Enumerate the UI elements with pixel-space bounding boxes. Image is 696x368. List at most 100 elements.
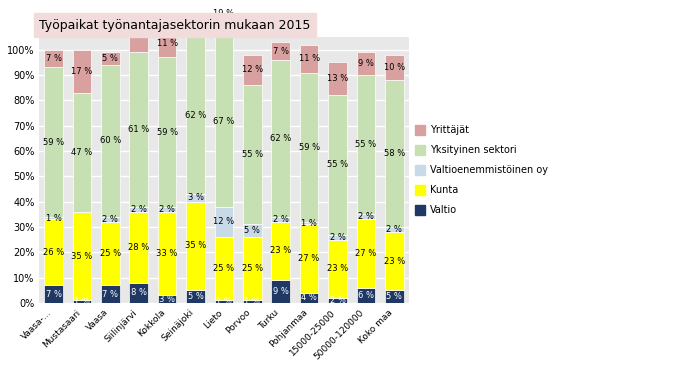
- Text: 60 %: 60 %: [100, 137, 121, 145]
- Text: 5 %: 5 %: [188, 292, 203, 301]
- Bar: [214, 0, 233, 37]
- Bar: [45, 50, 63, 67]
- Bar: [129, 212, 148, 283]
- Bar: [329, 234, 347, 240]
- Bar: [129, 20, 148, 52]
- Bar: [271, 280, 290, 303]
- Bar: [243, 300, 262, 303]
- Bar: [271, 217, 290, 222]
- Bar: [72, 212, 91, 300]
- Text: 12 %: 12 %: [242, 66, 263, 74]
- Bar: [243, 55, 262, 85]
- Bar: [300, 224, 318, 293]
- Bar: [243, 237, 262, 300]
- Bar: [158, 207, 176, 212]
- Bar: [72, 300, 91, 303]
- Text: 9 %: 9 %: [358, 59, 374, 68]
- Bar: [300, 45, 318, 72]
- Text: 59 %: 59 %: [157, 128, 177, 137]
- Text: 5 %: 5 %: [102, 54, 118, 63]
- Bar: [271, 60, 290, 217]
- Bar: [45, 217, 63, 219]
- Text: 10 %: 10 %: [185, 20, 206, 29]
- Text: 2 %: 2 %: [131, 205, 147, 214]
- Text: 13 %: 13 %: [327, 74, 348, 84]
- Text: 10 %: 10 %: [383, 63, 405, 72]
- Text: 47 %: 47 %: [71, 148, 93, 157]
- Text: 62 %: 62 %: [185, 111, 206, 120]
- Bar: [271, 222, 290, 280]
- Text: 55 %: 55 %: [327, 160, 348, 169]
- Text: 23 %: 23 %: [327, 264, 348, 273]
- Bar: [329, 63, 347, 95]
- Text: 11 %: 11 %: [299, 54, 319, 63]
- Text: 55 %: 55 %: [356, 140, 377, 149]
- Bar: [300, 222, 318, 224]
- Bar: [385, 55, 404, 80]
- Text: 33 %: 33 %: [157, 249, 177, 258]
- Text: 2 %: 2 %: [102, 215, 118, 224]
- Bar: [329, 95, 347, 234]
- Bar: [158, 295, 176, 303]
- Bar: [356, 52, 375, 75]
- Bar: [187, 37, 205, 194]
- Text: 2 %: 2 %: [330, 233, 345, 241]
- Text: 1 %: 1 %: [216, 297, 232, 306]
- Bar: [356, 214, 375, 219]
- Text: 13 %: 13 %: [128, 31, 150, 40]
- Bar: [300, 72, 318, 222]
- Text: 1 %: 1 %: [301, 219, 317, 228]
- Bar: [101, 52, 120, 65]
- Bar: [45, 219, 63, 285]
- Text: 27 %: 27 %: [355, 249, 377, 258]
- Text: 1 %: 1 %: [45, 213, 61, 223]
- Text: 67 %: 67 %: [213, 117, 235, 126]
- Text: 59 %: 59 %: [43, 138, 64, 146]
- Text: 2 %: 2 %: [273, 215, 289, 224]
- Bar: [214, 37, 233, 207]
- Bar: [329, 298, 347, 303]
- Text: 5 %: 5 %: [244, 226, 260, 235]
- Text: 2 %: 2 %: [330, 296, 345, 305]
- Text: 23 %: 23 %: [383, 256, 405, 266]
- Text: 23 %: 23 %: [270, 247, 292, 255]
- Bar: [385, 227, 404, 232]
- Text: 6 %: 6 %: [358, 291, 374, 300]
- Bar: [72, 50, 91, 93]
- Text: 2 %: 2 %: [159, 205, 175, 214]
- Text: 11 %: 11 %: [157, 39, 177, 48]
- Bar: [101, 222, 120, 285]
- Bar: [101, 285, 120, 303]
- Bar: [45, 67, 63, 217]
- Text: 2 %: 2 %: [386, 225, 402, 234]
- Bar: [72, 93, 91, 212]
- Bar: [214, 237, 233, 300]
- Bar: [129, 283, 148, 303]
- Bar: [158, 29, 176, 57]
- Bar: [356, 75, 375, 214]
- Text: 5 %: 5 %: [386, 292, 402, 301]
- Text: Työpaikat työnantajasektorin mukaan 2015: Työpaikat työnantajasektorin mukaan 2015: [39, 19, 310, 32]
- Text: 4 %: 4 %: [301, 293, 317, 302]
- Bar: [158, 57, 176, 207]
- Bar: [243, 85, 262, 224]
- Text: 7 %: 7 %: [102, 290, 118, 298]
- Text: 35 %: 35 %: [185, 241, 206, 251]
- Bar: [385, 232, 404, 290]
- Text: 62 %: 62 %: [270, 134, 292, 143]
- Text: 7 %: 7 %: [45, 290, 61, 298]
- Text: 58 %: 58 %: [383, 149, 405, 158]
- Text: 26 %: 26 %: [43, 248, 64, 257]
- Text: 27 %: 27 %: [299, 254, 319, 263]
- Text: 3 %: 3 %: [159, 295, 175, 304]
- Bar: [214, 207, 233, 237]
- Text: 17 %: 17 %: [71, 67, 93, 76]
- Text: 8 %: 8 %: [131, 288, 147, 297]
- Text: 12 %: 12 %: [214, 217, 235, 226]
- Bar: [385, 290, 404, 303]
- Bar: [385, 80, 404, 227]
- Bar: [187, 202, 205, 290]
- Text: 55 %: 55 %: [242, 150, 263, 159]
- Bar: [187, 194, 205, 202]
- Text: 7 %: 7 %: [273, 46, 289, 56]
